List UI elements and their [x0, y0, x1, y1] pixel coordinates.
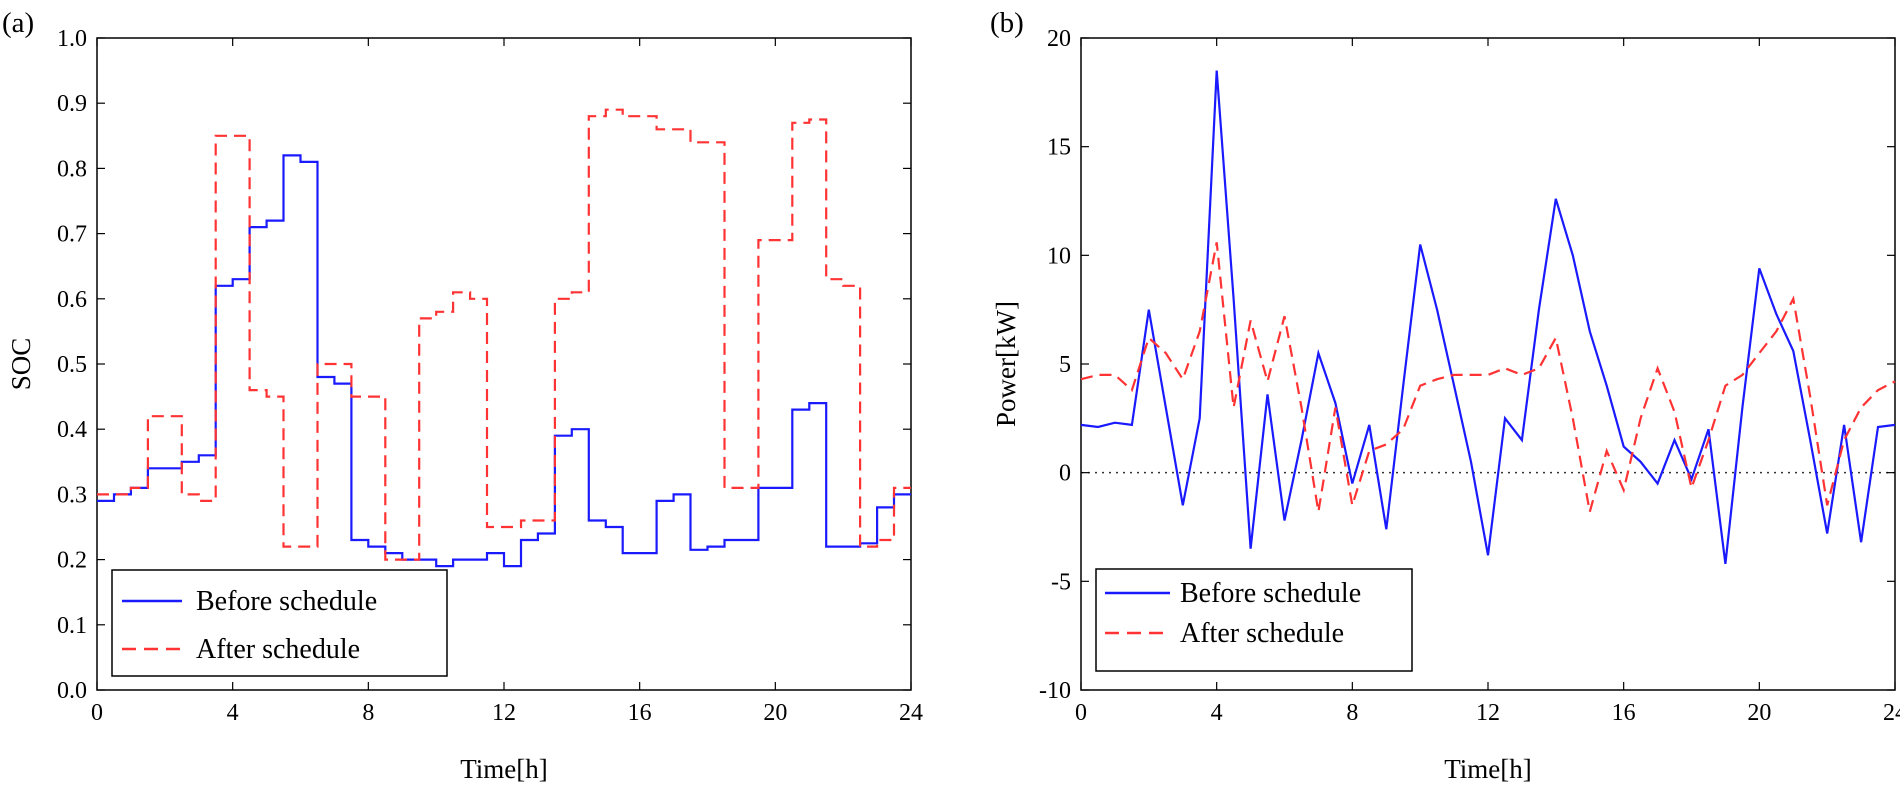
y-tick-label: 0.0: [57, 678, 87, 704]
x-tick-labels-b: 0 4 8 12 16 20 24: [1075, 700, 1900, 726]
x-axis-title-b: Time[h]: [1444, 754, 1532, 784]
x-tick-label: 8: [362, 700, 374, 726]
y-tick-label: -5: [1051, 569, 1071, 595]
y-tick-label: 0.4: [57, 417, 87, 443]
y-tick-label: 0.3: [57, 482, 87, 508]
x-tick-label: 4: [227, 700, 239, 726]
y-tick-label: 10: [1047, 243, 1071, 269]
legend-a: Before schedule After schedule: [111, 569, 448, 677]
series-line-before: [1080, 70, 1896, 565]
panel-label-a: (a): [2, 7, 34, 39]
series-line-before: [97, 154, 911, 568]
y-axis-title-a: SOC: [6, 338, 36, 391]
y-tick-label: 0.9: [57, 91, 87, 117]
legend-label-after-a: After schedule: [196, 634, 360, 665]
y-tick-label: -10: [1039, 678, 1071, 704]
series-line-after: [1080, 242, 1896, 513]
x-tick-label: 0: [91, 700, 103, 726]
legend-label-after-b: After schedule: [1180, 618, 1344, 649]
y-tick-label: 0.7: [57, 222, 87, 248]
tick-marks-b: [1080, 37, 1896, 691]
x-tick-label: 24: [899, 700, 923, 726]
x-tick-label: 0: [1075, 700, 1087, 726]
x-tick-label: 20: [763, 700, 787, 726]
legend-box-b: [1095, 568, 1413, 672]
legend-label-before-b: Before schedule: [1180, 578, 1361, 609]
y-tick-labels-b: -10 -5 0 5 10 15 20: [1039, 26, 1071, 704]
series-b: [1080, 70, 1896, 565]
series-line-after: [97, 108, 911, 561]
y-tick-label: 20: [1047, 26, 1071, 52]
x-tick-label: 12: [492, 700, 516, 726]
x-tick-label: 20: [1747, 700, 1771, 726]
legend-b: Before schedule After schedule: [1095, 568, 1413, 672]
y-tick-label: 5: [1059, 352, 1071, 378]
series-a: [97, 108, 911, 568]
x-tick-label: 4: [1211, 700, 1223, 726]
x-tick-label: 16: [1612, 700, 1636, 726]
y-tick-label: 0.1: [57, 613, 87, 639]
x-axis-title-a: Time[h]: [460, 754, 548, 784]
x-tick-label: 12: [1476, 700, 1500, 726]
legend-label-before-a: Before schedule: [196, 586, 377, 617]
y-tick-labels-a: 0.0 0.1 0.2 0.3 0.4 0.5 0.6 0.7 0.8 0.9 1.0: [57, 26, 87, 704]
panel-b: (b) 0 4 8 12 16 20 24 -10 -5 0 5 10 15 20 Time[h] Po…: [990, 7, 1900, 784]
x-tick-label: 24: [1883, 700, 1900, 726]
y-tick-label: 15: [1047, 135, 1071, 161]
y-tick-label: 0.2: [57, 548, 87, 574]
panel-label-b: (b): [990, 7, 1024, 39]
y-tick-label: 0.5: [57, 352, 87, 378]
y-tick-label: 1.0: [57, 26, 87, 52]
y-tick-label: 0: [1059, 461, 1071, 487]
y-tick-label: 0.6: [57, 287, 87, 313]
legend-box-a: [111, 569, 448, 677]
y-axis-title-b: Power[kW]: [991, 301, 1021, 427]
y-tick-label: 0.8: [57, 156, 87, 182]
x-tick-labels-a: 0 4 8 12 16 20 24: [91, 700, 923, 726]
panel-a: (a) 0 4 8 12 16 20 24 0.0 0.1 0.2 0.3 0.4 0.5 0.6 0.7…: [2, 7, 923, 784]
x-tick-label: 16: [628, 700, 652, 726]
x-tick-label: 8: [1346, 700, 1358, 726]
